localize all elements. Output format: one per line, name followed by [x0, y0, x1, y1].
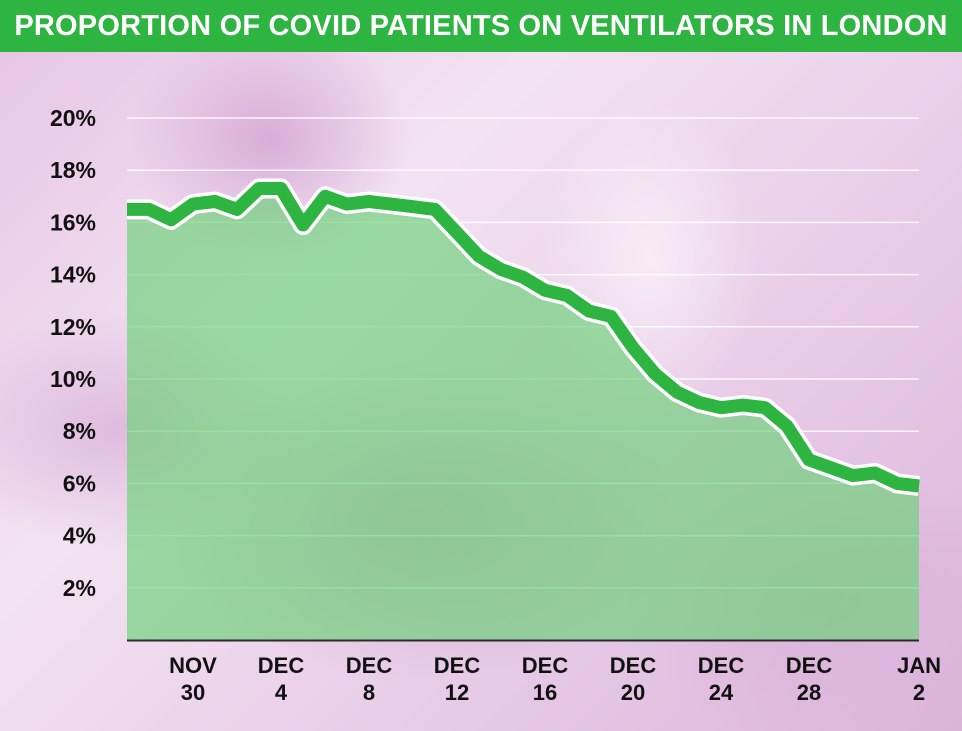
y-tick-label: 12%	[50, 314, 96, 340]
y-tick-label: 8%	[63, 418, 96, 444]
chart-title: PROPORTION OF COVID PATIENTS ON VENTILAT…	[14, 10, 948, 42]
y-tick-label: 18%	[50, 157, 96, 183]
y-tick-label: 14%	[50, 262, 96, 288]
x-tick-label: DEC 28	[786, 653, 833, 705]
x-axis-tick-labels: NOV 30 DEC 4 DEC 8 DEC 12 DEC 16 DEC 20 DEC 24 DEC 28 JA…	[169, 653, 941, 705]
x-tick-label: DEC 4	[258, 653, 305, 705]
series-line	[127, 182, 920, 493]
area-fill	[127, 188, 919, 640]
x-tick-label: NOV 30	[169, 653, 217, 705]
x-tick-label: DEC 24	[698, 653, 745, 705]
x-tick-label: DEC 20	[610, 653, 657, 705]
y-tick-label: 20%	[50, 105, 96, 131]
x-tick-label: JAN 2	[897, 653, 941, 705]
y-tick-label: 4%	[63, 523, 96, 549]
y-tick-label: 10%	[50, 366, 96, 392]
y-tick-label: 16%	[50, 209, 96, 235]
x-tick-label: DEC 16	[522, 653, 569, 705]
x-tick-label: DEC 8	[346, 653, 393, 705]
y-axis-tick-labels: 2% 4% 6% 8% 10% 12% 14% 16% 18% 20%	[50, 105, 96, 601]
y-tick-label: 6%	[63, 470, 96, 496]
y-tick-label: 2%	[63, 575, 96, 601]
title-bar	[0, 0, 962, 52]
x-tick-label: DEC 12	[434, 653, 481, 705]
